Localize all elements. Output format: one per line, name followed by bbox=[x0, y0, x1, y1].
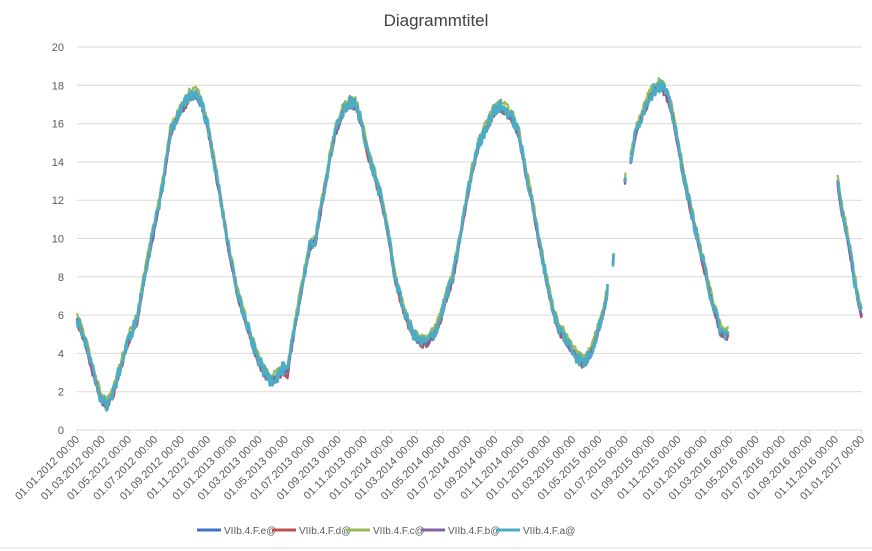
series-line-5-segment-2 bbox=[611, 253, 615, 267]
legend-label: VIIb.4.F.a@ bbox=[523, 526, 575, 537]
y-tick-label: 0 bbox=[58, 425, 64, 437]
gridlines bbox=[77, 46, 862, 431]
y-tick-label: 6 bbox=[58, 310, 64, 322]
series-line-1-segment-4 bbox=[629, 81, 730, 338]
y-tick-label: 14 bbox=[52, 157, 64, 169]
series-line-3-segment-3 bbox=[623, 172, 627, 179]
y-tick-label: 16 bbox=[52, 119, 64, 131]
y-tick-label: 20 bbox=[52, 42, 64, 54]
y-tick-label: 4 bbox=[58, 348, 64, 360]
y-tick-label: 2 bbox=[58, 387, 64, 399]
series-line-3-segment-1 bbox=[75, 85, 609, 404]
chart-title: Diagrammtitel bbox=[384, 11, 489, 30]
legend-label: VIIb.4.F.c@ bbox=[373, 526, 425, 537]
plot-series bbox=[75, 77, 864, 412]
series-line-5-segment-4 bbox=[629, 79, 730, 341]
legend-label: VIIb.4.F.b@ bbox=[448, 526, 500, 537]
y-tick-label: 12 bbox=[52, 195, 64, 207]
y-tick-label: 18 bbox=[52, 80, 64, 92]
legend-label: VIIb.4.F.d@ bbox=[299, 526, 351, 537]
series-line-5-segment-1 bbox=[75, 89, 609, 412]
series-line-5-segment-3 bbox=[623, 177, 627, 183]
y-tick-label: 10 bbox=[52, 234, 64, 246]
series-line-3-segment-4 bbox=[629, 77, 730, 333]
series-line-4-segment-1 bbox=[75, 92, 608, 409]
legend: VIIb.4.F.e@ VIIb.4.F.d@ VIIb.4.F.c@ VIIb.4.… bbox=[197, 526, 575, 537]
series-line-2-segment-1 bbox=[75, 92, 609, 412]
series-line-5-segment-5 bbox=[836, 181, 863, 310]
legend-label: VIIb.4.F.e@ bbox=[224, 526, 276, 537]
series-line-1-segment-1 bbox=[75, 91, 609, 406]
y-tick-label: 8 bbox=[58, 272, 64, 284]
